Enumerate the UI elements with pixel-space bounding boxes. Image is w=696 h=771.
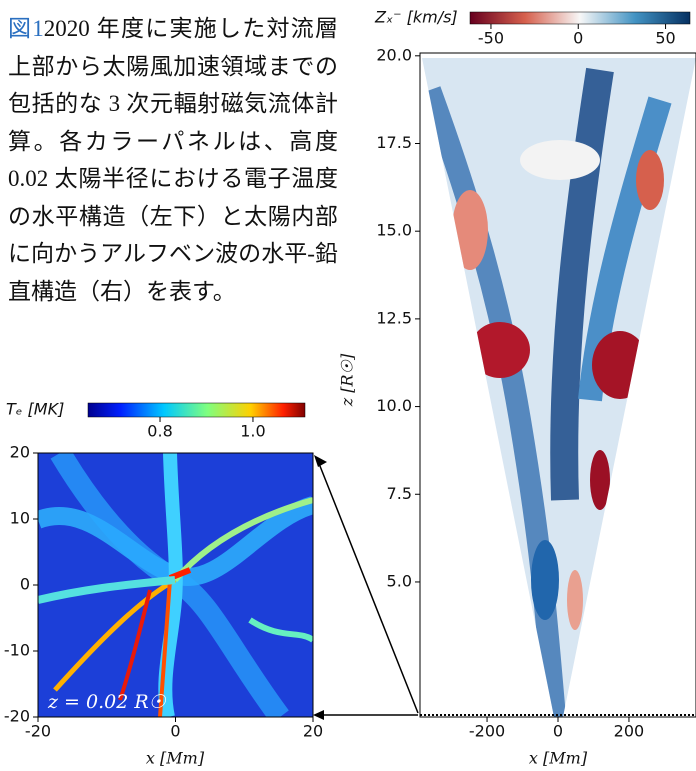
- figure: z = 0.02 R☉ Tₑ [MK] x [Mm] Zₓ⁻ [km/s] z …: [0, 0, 696, 771]
- figure-label: 図1: [8, 16, 44, 41]
- temperature-map: [38, 453, 313, 717]
- colorbar-label: Tₑ [MK]: [6, 400, 64, 419]
- arrowhead: [313, 710, 324, 720]
- alfven-map: [420, 53, 696, 717]
- left-colorbar: [88, 403, 305, 417]
- tick-label: -20: [4, 707, 30, 726]
- tick-label: 7.5: [387, 484, 412, 503]
- x-axis-label: x [Mm]: [146, 749, 205, 768]
- tick-label: 20: [303, 722, 323, 741]
- caption-text: 2020 年度に実施した対流層上部から太陽風加速領域までの包括的な 3 次元輻射…: [8, 16, 338, 304]
- tick-label: -10: [4, 641, 30, 660]
- tick-label: 12.5: [376, 308, 412, 327]
- tick-label: 20: [10, 443, 30, 462]
- arrowhead: [314, 455, 327, 467]
- tick-label: 0.8: [147, 422, 172, 441]
- tick-label: -200: [469, 722, 505, 741]
- tick-label: 0: [553, 722, 563, 741]
- tick-label: 1.0: [240, 422, 265, 441]
- colorbar-label: Zₓ⁻ [km/s]: [374, 8, 458, 27]
- tick-label: 200: [614, 722, 645, 741]
- tick-label: 0: [573, 29, 583, 48]
- tick-label: 15.0: [376, 221, 412, 240]
- tick-label: -50: [478, 29, 504, 48]
- x-axis-label: x [Mm]: [529, 749, 588, 768]
- tick-label: 0: [20, 575, 30, 594]
- tick-label: 10: [10, 509, 30, 528]
- tick-label: 10.0: [376, 396, 412, 415]
- tick-label: 5.0: [387, 571, 412, 590]
- height-annotation: z = 0.02 R☉: [47, 691, 167, 713]
- caption: 図12020 年度に実施した対流層上部から太陽風加速領域までの包括的な 3 次元…: [8, 10, 338, 310]
- tick-label: 17.5: [376, 133, 412, 152]
- y-axis-label: z [R☉]: [338, 353, 357, 407]
- tick-label: 0: [170, 722, 180, 741]
- tick-label: 20.0: [376, 45, 412, 64]
- tick-label: 50: [655, 29, 675, 48]
- right-colorbar: [470, 12, 690, 24]
